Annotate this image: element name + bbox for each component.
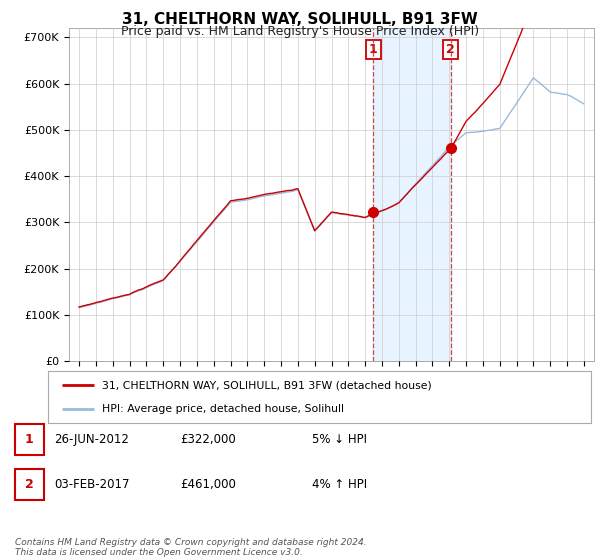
Bar [373,28,451,361]
Text: 31, CHELTHORN WAY, SOLIHULL, B91 3FW: 31, CHELTHORN WAY, SOLIHULL, B91 3FW [122,12,478,27]
Text: £461,000: £461,000 [180,478,236,491]
Text: 2: 2 [446,43,455,56]
Text: 1: 1 [369,43,378,56]
Text: £322,000: £322,000 [180,433,236,446]
Text: 03-FEB-2017: 03-FEB-2017 [54,478,130,491]
Text: 26-JUN-2012: 26-JUN-2012 [54,433,129,446]
Text: 1: 1 [25,433,34,446]
Text: Contains HM Land Registry data © Crown copyright and database right 2024.
This d: Contains HM Land Registry data © Crown c… [15,538,367,557]
Text: 4% ↑ HPI: 4% ↑ HPI [312,478,367,491]
Text: 31, CHELTHORN WAY, SOLIHULL, B91 3FW (detached house): 31, CHELTHORN WAY, SOLIHULL, B91 3FW (de… [103,380,432,390]
Text: 2: 2 [25,478,34,491]
Text: 5% ↓ HPI: 5% ↓ HPI [312,433,367,446]
Text: Price paid vs. HM Land Registry's House Price Index (HPI): Price paid vs. HM Land Registry's House … [121,25,479,38]
Text: HPI: Average price, detached house, Solihull: HPI: Average price, detached house, Soli… [103,404,344,414]
